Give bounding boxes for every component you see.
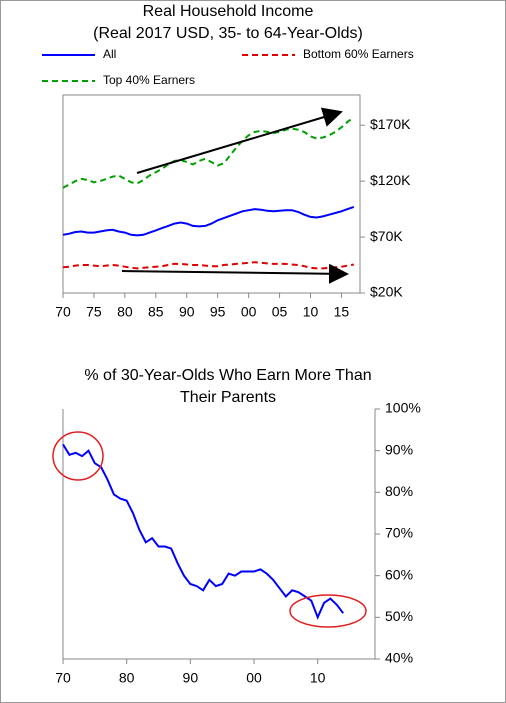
chart-title: % of 30-Year-Olds Who Earn More Than <box>84 367 371 384</box>
chart-title: Real Household Income <box>143 3 314 20</box>
x-tick-label: 80 <box>117 304 133 320</box>
y-tick-label: 60% <box>385 566 413 582</box>
x-tick-label: 70 <box>55 670 71 686</box>
x-tick-label: 05 <box>272 304 288 320</box>
x-tick-label: 95 <box>210 304 226 320</box>
chart-title: Their Parents <box>180 389 276 406</box>
y-tick-label: $120K <box>370 172 411 188</box>
x-tick-label: 75 <box>86 304 102 320</box>
y-tick-label: $170K <box>370 116 411 132</box>
highlight-circle <box>289 594 367 628</box>
x-tick-label: 00 <box>241 304 257 320</box>
x-tick-label: 80 <box>119 670 135 686</box>
x-tick-label: 10 <box>303 304 319 320</box>
series-line <box>62 261 354 270</box>
x-tick-label: 15 <box>334 304 350 320</box>
trend-arrow <box>121 263 349 284</box>
y-tick-label: 50% <box>385 608 413 624</box>
y-tick-label: 90% <box>385 441 413 457</box>
chart-title: (Real 2017 USD, 35- to 64-Year-Olds) <box>93 25 363 42</box>
y-tick-label: 40% <box>385 650 413 666</box>
y-tick-label: 100% <box>385 400 421 416</box>
x-tick-label: 00 <box>246 670 262 686</box>
y-tick-label: $70K <box>370 228 403 244</box>
highlight-circle <box>52 431 104 481</box>
series-line <box>62 116 355 189</box>
plot-frame <box>62 94 361 294</box>
x-tick-label: 90 <box>183 670 199 686</box>
series-line <box>62 443 344 620</box>
x-tick-label: 90 <box>179 304 195 320</box>
legend-label: Top 40% Earners <box>103 73 195 87</box>
x-tick-label: 10 <box>310 670 326 686</box>
y-tick-label: $20K <box>370 284 403 300</box>
x-tick-label: 85 <box>148 304 164 320</box>
y-tick-label: 80% <box>385 483 413 499</box>
trend-arrow <box>136 107 343 174</box>
y-tick-label: 70% <box>385 525 413 541</box>
series-line <box>62 205 355 237</box>
legend-label: Bottom 60% Earners <box>303 47 414 61</box>
legend-label: All <box>103 47 116 61</box>
x-tick-label: 70 <box>55 304 71 320</box>
